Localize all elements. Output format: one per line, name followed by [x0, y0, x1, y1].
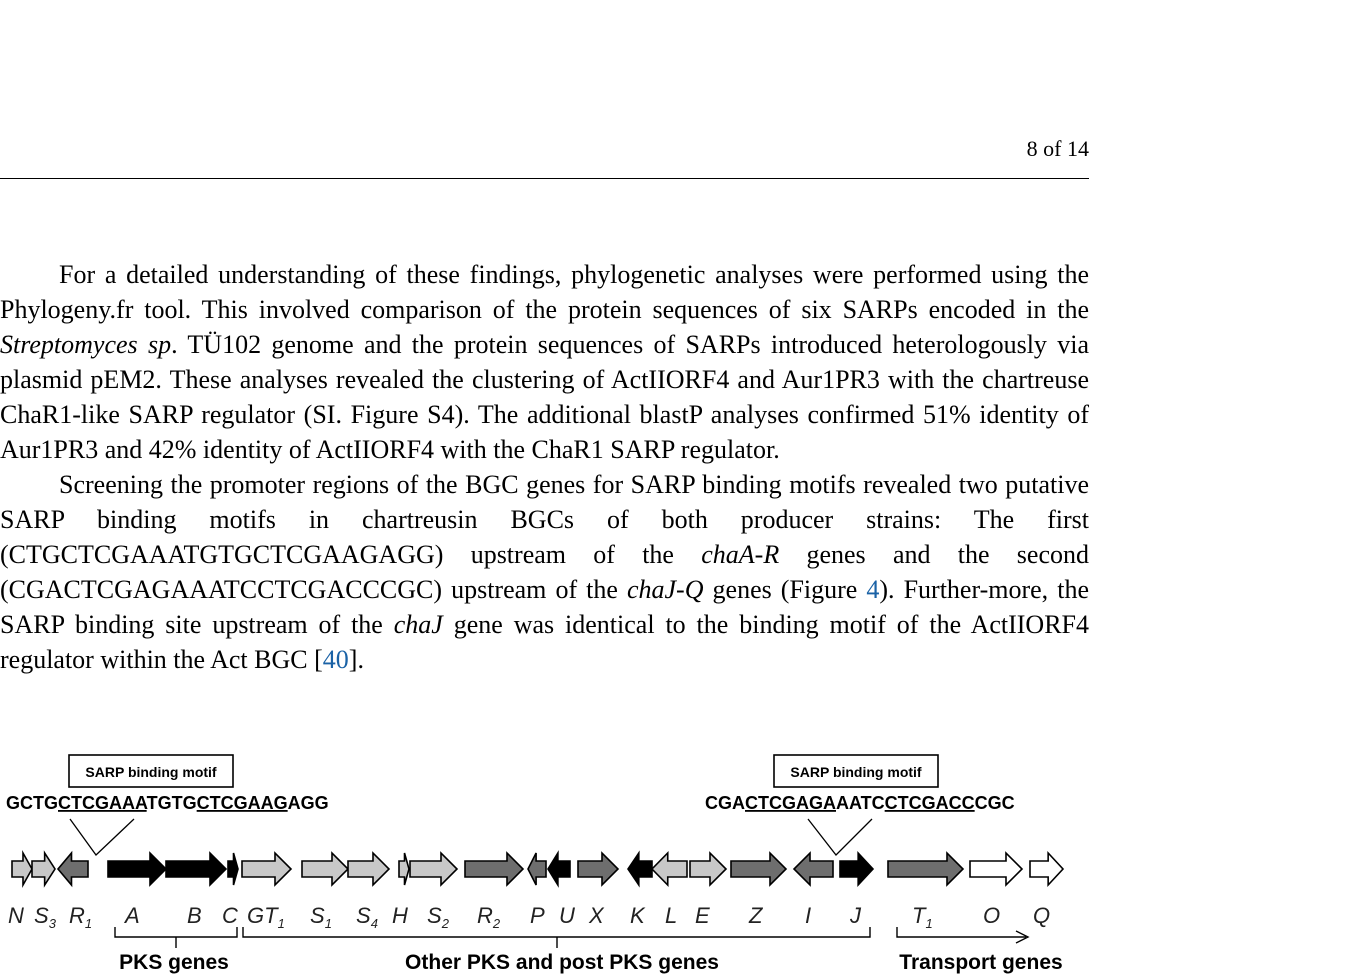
motif-box-right: SARP binding motif: [773, 754, 939, 788]
sequence-left: GCTGCTCGAAATGTGCTCGAAGAGG: [6, 793, 329, 813]
gene-arrow: [887, 851, 965, 887]
gene-arrow: [227, 852, 239, 886]
gene-arrow: [969, 851, 1024, 887]
paragraph-2-text: ). Further-more, the SARP binding site u…: [0, 575, 1089, 639]
gene-arrow: [398, 852, 410, 886]
bracket-other: [242, 927, 871, 948]
gene-arrow: [409, 851, 459, 887]
gene-label: O: [983, 903, 1000, 928]
gene-label: S2: [427, 903, 450, 931]
gene-label: Q: [1033, 903, 1050, 928]
bracket-transport: [896, 927, 1026, 938]
group-label-pks: PKS genes: [119, 951, 229, 974]
gene-arrow: [1029, 850, 1065, 888]
gene-cha-j: chaJ: [393, 610, 443, 639]
gene-label: R2: [477, 903, 501, 931]
gene-label: U: [559, 903, 575, 928]
figure-4-gene-cluster: SARP binding motif SARP binding motif GC…: [0, 745, 1080, 979]
gene-arrow: [56, 850, 89, 888]
paragraph-2-text: genes (Figure: [703, 575, 867, 604]
gene-label: T1: [912, 903, 933, 931]
gene-arrow: [730, 851, 788, 887]
species-name: Streptomyces sp: [0, 330, 172, 359]
gene-label: S1: [310, 903, 332, 931]
gene-arrow: [464, 851, 525, 887]
paragraph-2-text: genes and the second (CGACTCGAGAAATCCTCG…: [0, 540, 1089, 604]
paragraph-2-text: Screening the promoter regions of the BG…: [0, 470, 1089, 569]
gene-arrow: [107, 851, 168, 887]
gene-arrow: [527, 852, 547, 886]
paragraph-2-text: gene was identical to the binding motif …: [0, 610, 1089, 674]
svg-text:SARP binding motif: SARP binding motif: [85, 764, 217, 780]
gene-range-cha-j-q: chaJ-Q: [626, 575, 704, 604]
gene-label: X: [588, 903, 605, 928]
paragraph-1-text: For a detailed understanding of these fi…: [0, 260, 1089, 324]
gene-arrow: [11, 849, 33, 889]
gene-label: P: [530, 903, 545, 928]
bracket-pks: [114, 927, 238, 948]
gene-arrows: [11, 849, 1065, 889]
gene-label: K: [630, 903, 646, 928]
figure-4-link[interactable]: 4: [866, 575, 880, 604]
paragraph-1: For a detailed understanding of these fi…: [0, 257, 1089, 467]
gene-arrow: [301, 851, 350, 887]
header-rule: [0, 178, 1089, 179]
gene-label: I: [805, 903, 811, 928]
gene-label: E: [695, 903, 710, 928]
gene-arrow: [347, 851, 391, 887]
gene-label: B: [187, 903, 202, 928]
gene-label: Z: [748, 903, 764, 928]
gene-arrow: [689, 851, 728, 887]
sequence-right: CGACTCGAGAAATCCTCGACCCGC: [705, 793, 1015, 813]
paragraph-1-text-cont: . TÜ102 genome and the protein sequences…: [0, 330, 1089, 464]
gene-label: J: [849, 903, 862, 928]
body-text: For a detailed understanding of these fi…: [0, 257, 1089, 677]
group-label-other: Other PKS and post PKS genes: [405, 951, 719, 974]
page-number: 8 of 14: [1026, 136, 1089, 161]
gene-arrow: [839, 850, 875, 888]
motif-box-left: SARP binding motif: [68, 754, 234, 788]
paragraph-2-text: ].: [348, 645, 364, 674]
gene-label: A: [123, 903, 140, 928]
citation-40-link[interactable]: 40: [322, 645, 349, 674]
gene-arrow: [792, 851, 834, 887]
gene-arrow: [650, 851, 688, 887]
gene-label: R1: [69, 903, 92, 931]
gene-range-cha-a-r: chaA-R: [701, 540, 780, 569]
group-label-transport: Transport genes: [899, 951, 1062, 974]
gene-arrow: [577, 851, 620, 887]
gene-labels: N S3 R1 A B C GT1 S1 S4 H S2 R2 P U X K L E Z I J T1 O Q: [8, 903, 1050, 931]
gene-label: C: [222, 903, 238, 928]
gene-label: N: [8, 903, 24, 928]
gene-arrow: [165, 851, 228, 887]
gene-label: GT1: [247, 903, 285, 931]
gene-label: S4: [356, 903, 378, 931]
gene-label: L: [665, 903, 677, 928]
callout-left: [69, 818, 135, 856]
gene-arrow: [547, 850, 571, 888]
callout-right: [807, 818, 873, 856]
gene-arrow: [627, 850, 653, 888]
gene-arrow: [241, 851, 293, 887]
gene-label: S3: [34, 903, 57, 931]
gene-label: H: [392, 903, 408, 928]
svg-text:SARP binding motif: SARP binding motif: [790, 764, 922, 780]
paragraph-2: Screening the promoter regions of the BG…: [0, 467, 1089, 677]
gene-arrow: [31, 850, 56, 888]
bracket-transport-arrowhead: [1015, 930, 1030, 944]
